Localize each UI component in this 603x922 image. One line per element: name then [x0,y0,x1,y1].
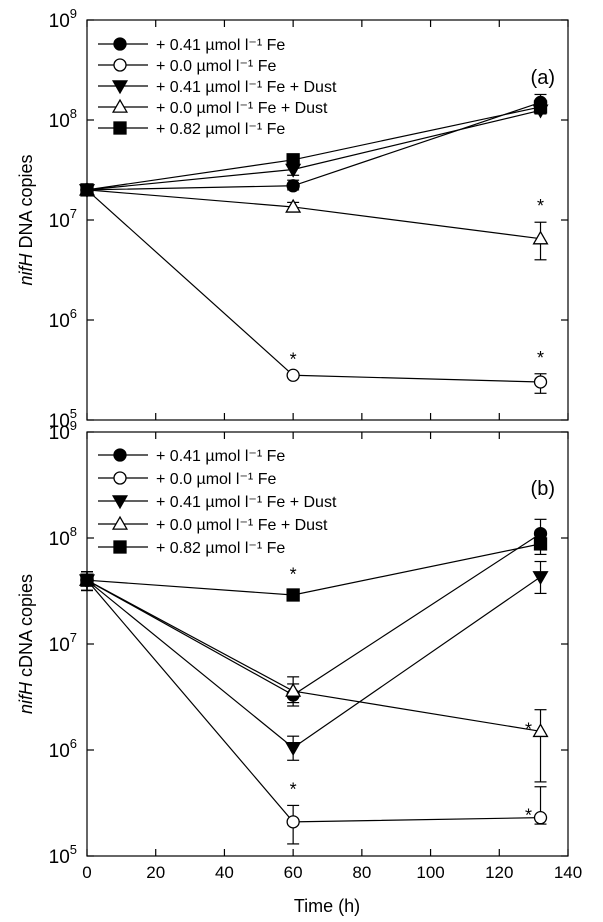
marker-square [80,573,94,587]
panel-label: (a) [531,67,555,89]
y-tick-label: 107 [49,206,77,232]
series-group: * [78,181,549,261]
legend-entry: + 0.0 µmol l⁻¹ Fe [98,471,276,488]
series-group [80,100,548,197]
legend-label: + 0.0 µmol l⁻¹ Fe [156,58,276,75]
x-tick-label: 140 [554,863,582,882]
x-tick-label: 80 [352,863,371,882]
x-tick-label: 100 [416,863,444,882]
x-tick-label: 20 [146,863,165,882]
marker-triangle-down [532,571,549,586]
legend-label: + 0.41 µmol l⁻¹ Fe [156,448,285,465]
y-tick-label: 108 [49,524,77,550]
legend-entry: + 0.82 µmol l⁻¹ Fe [98,121,285,138]
marker-square [533,537,548,551]
marker-square [80,183,94,197]
significance-asterisk: * [290,779,297,799]
marker-circle [113,471,127,485]
y-tick-label: 105 [49,842,77,868]
marker-square [533,100,548,114]
panel-label: (b) [531,478,555,500]
marker-triangle-up [111,98,129,113]
legend-entry: + 0.41 µmol l⁻¹ Fe + Dust [98,494,337,511]
series-group: ** [80,183,548,394]
marker-square [286,588,300,602]
marker-circle [533,375,548,389]
marker-triangle-up [285,682,302,697]
legend-entry: + 0.82 µmol l⁻¹ Fe [98,540,285,557]
series-group [78,104,549,199]
series-line [86,576,541,749]
marker-triangle-up [532,723,549,738]
marker-circle [286,815,300,829]
series-group: * [80,535,548,602]
legend-label: + 0.41 µmol l⁻¹ Fe + Dust [156,494,337,511]
significance-asterisk: * [537,348,544,368]
y-axis-label: nifH cDNA copies [16,574,36,714]
y-axis-label: nifH DNA copies [16,154,36,285]
legend-label: + 0.82 µmol l⁻¹ Fe [156,540,285,557]
marker-triangle-up [111,515,129,530]
marker-circle [286,368,300,382]
series-line [86,189,541,383]
legend-label: + 0.0 µmol l⁻¹ Fe + Dust [156,517,328,534]
significance-asterisk: * [525,719,532,739]
x-tick-label: 40 [215,863,234,882]
legend-entry: + 0.0 µmol l⁻¹ Fe + Dust [98,98,328,117]
marker-triangle-up [532,230,549,245]
significance-asterisk: * [290,349,297,369]
marker-circle [113,37,127,51]
x-tick-label: 120 [485,863,513,882]
marker-circle [113,448,127,462]
marker-triangle-down [111,80,129,95]
legend-entry: + 0.41 µmol l⁻¹ Fe [98,448,285,465]
series-line [86,579,541,732]
significance-asterisk: * [290,564,297,584]
legend-label: + 0.0 µmol l⁻¹ Fe + Dust [156,100,328,117]
series-group [80,518,548,707]
y-tick-label: 109 [49,418,77,444]
significance-asterisk: * [525,806,532,826]
series-line [86,189,541,240]
series-group: * [78,571,549,783]
legend-entry: + 0.0 µmol l⁻¹ Fe + Dust [98,515,328,534]
legend-label: + 0.41 µmol l⁻¹ Fe + Dust [156,79,337,96]
marker-square [113,540,127,554]
legend-label: + 0.82 µmol l⁻¹ Fe [156,121,285,138]
x-axis-label: Time (h) [294,896,360,916]
x-tick-label: 60 [284,863,303,882]
marker-circle [113,58,127,72]
y-tick-label: 105 [49,406,77,432]
legend-label: + 0.0 µmol l⁻¹ Fe [156,471,276,488]
marker-square [286,153,300,167]
y-tick-label: 109 [49,6,77,32]
marker-square [113,121,127,135]
legend-label: + 0.41 µmol l⁻¹ Fe [156,37,285,54]
panel-b: 105 106 107 108 109 0 20 40 60 80 100 120 140 nifH cD… [16,418,582,882]
legend-entry: + 0.41 µmol l⁻¹ Fe [98,37,285,54]
x-tick-label: 0 [82,863,91,882]
marker-triangle-up [285,198,302,213]
y-tick-label: 108 [49,106,77,132]
marker-triangle-down [111,495,129,510]
legend-entry: + 0.0 µmol l⁻¹ Fe [98,58,276,75]
y-tick-label: 107 [49,630,77,656]
series-line [86,106,541,191]
y-tick-label: 106 [49,306,77,332]
marker-circle [286,179,300,193]
legend-entry: + 0.41 µmol l⁻¹ Fe + Dust [98,79,337,96]
marker-circle [533,811,548,825]
marker-triangle-down [285,742,302,756]
y-tick-label: 106 [49,736,77,762]
series-group: ** [80,571,548,845]
significance-asterisk: * [537,196,544,216]
